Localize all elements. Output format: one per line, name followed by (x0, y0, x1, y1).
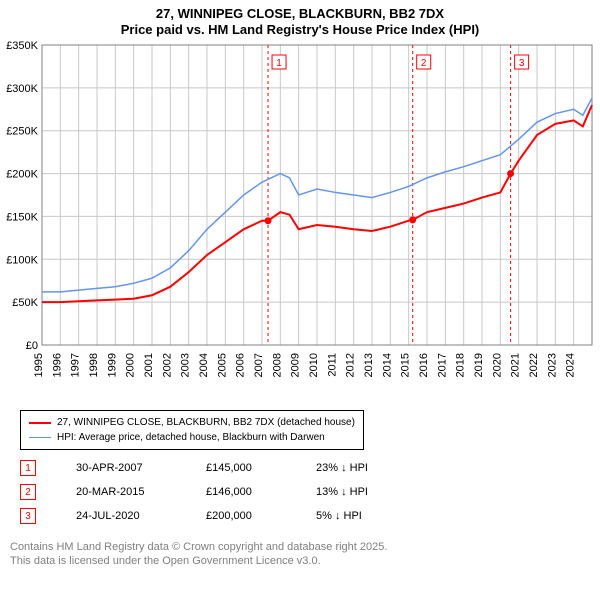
marker-price-3: £200,000 (206, 510, 316, 522)
svg-text:1996: 1996 (51, 353, 63, 377)
marker-row-1: 1 30-APR-2007 £145,000 23% ↓ HPI (20, 456, 436, 480)
marker-table: 1 30-APR-2007 £145,000 23% ↓ HPI 2 20-MA… (20, 456, 436, 528)
svg-text:2017: 2017 (436, 353, 448, 377)
legend-row-1: 27, WINNIPEG CLOSE, BLACKBURN, BB2 7DX (… (29, 415, 355, 430)
svg-text:2003: 2003 (180, 353, 192, 377)
svg-text:£0: £0 (26, 340, 38, 352)
svg-text:2000: 2000 (125, 353, 137, 377)
svg-text:2020: 2020 (491, 353, 503, 377)
svg-text:2004: 2004 (198, 353, 210, 377)
svg-text:2016: 2016 (418, 353, 430, 377)
legend-swatch-hpi (29, 437, 51, 438)
svg-text:1999: 1999 (106, 353, 118, 377)
legend-label-price: 27, WINNIPEG CLOSE, BLACKBURN, BB2 7DX (… (57, 415, 355, 430)
svg-text:£300K: £300K (6, 82, 38, 94)
svg-text:2007: 2007 (253, 353, 265, 377)
chart-container: 27, WINNIPEG CLOSE, BLACKBURN, BB2 7DX P… (0, 0, 600, 590)
svg-text:£350K: £350K (6, 40, 38, 52)
svg-text:2001: 2001 (143, 353, 155, 377)
svg-text:£200K: £200K (6, 168, 38, 180)
marker-row-3: 3 24-JUL-2020 £200,000 5% ↓ HPI (20, 504, 436, 528)
svg-text:£250K: £250K (6, 125, 38, 137)
svg-text:2024: 2024 (565, 353, 577, 377)
chart-svg: £0 £50K £100K £150K £200K £250K £300K £350K 1995… (0, 39, 600, 399)
legend-row-2: HPI: Average price, detached house, Blac… (29, 430, 355, 445)
svg-text:1997: 1997 (70, 353, 82, 377)
svg-text:1995: 1995 (33, 353, 45, 377)
svg-text:£150K: £150K (6, 211, 38, 223)
title-block: 27, WINNIPEG CLOSE, BLACKBURN, BB2 7DX P… (0, 0, 600, 39)
svg-text:2018: 2018 (455, 353, 467, 377)
marker-num-3: 3 (20, 508, 36, 524)
marker-num-1: 1 (20, 460, 36, 476)
svg-text:2013: 2013 (363, 353, 375, 377)
footer: Contains HM Land Registry data © Crown c… (10, 540, 387, 569)
title-line2: Price paid vs. HM Land Registry's House … (0, 22, 600, 38)
marker-price-1: £145,000 (206, 462, 316, 474)
marker-row-2: 2 20-MAR-2015 £146,000 13% ↓ HPI (20, 480, 436, 504)
svg-text:2015: 2015 (400, 353, 412, 377)
marker-price-2: £146,000 (206, 486, 316, 498)
svg-text:2022: 2022 (528, 353, 540, 377)
legend-label-hpi: HPI: Average price, detached house, Blac… (57, 430, 325, 445)
svg-text:2019: 2019 (473, 353, 485, 377)
svg-text:2012: 2012 (345, 353, 357, 377)
svg-text:1998: 1998 (88, 353, 100, 377)
svg-text:2008: 2008 (271, 353, 283, 377)
svg-text:2006: 2006 (235, 353, 247, 377)
title-line1: 27, WINNIPEG CLOSE, BLACKBURN, BB2 7DX (0, 6, 600, 22)
footer-line1: Contains HM Land Registry data © Crown c… (10, 540, 387, 554)
svg-text:2009: 2009 (290, 353, 302, 377)
svg-text:2014: 2014 (381, 353, 393, 377)
svg-text:3: 3 (519, 58, 525, 69)
marker-date-1: 30-APR-2007 (76, 462, 206, 474)
marker-diff-3: 5% ↓ HPI (316, 510, 436, 522)
marker-date-2: 20-MAR-2015 (76, 486, 206, 498)
legend: 27, WINNIPEG CLOSE, BLACKBURN, BB2 7DX (… (20, 410, 364, 450)
svg-text:2011: 2011 (326, 353, 338, 377)
svg-text:2002: 2002 (161, 353, 173, 377)
chart-area: £0 £50K £100K £150K £200K £250K £300K £350K 1995… (0, 39, 600, 399)
svg-text:2010: 2010 (308, 353, 320, 377)
svg-text:£50K: £50K (12, 297, 38, 309)
marker-num-2: 2 (20, 484, 36, 500)
legend-swatch-price (29, 422, 51, 424)
svg-text:2023: 2023 (546, 353, 558, 377)
marker-date-3: 24-JUL-2020 (76, 510, 206, 522)
svg-text:£100K: £100K (6, 254, 38, 266)
svg-text:2005: 2005 (216, 353, 228, 377)
svg-text:2021: 2021 (510, 353, 522, 377)
marker-diff-2: 13% ↓ HPI (316, 486, 436, 498)
svg-text:1: 1 (276, 58, 282, 69)
marker-diff-1: 23% ↓ HPI (316, 462, 436, 474)
svg-text:2: 2 (421, 58, 427, 69)
footer-line2: This data is licensed under the Open Gov… (10, 554, 387, 568)
